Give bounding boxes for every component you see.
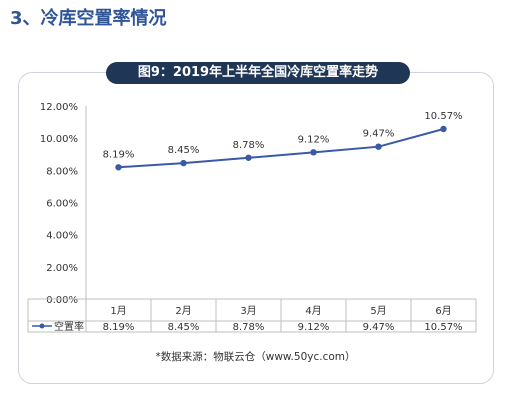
x-category-label: 1月 [110, 305, 126, 317]
legend-marker [39, 323, 45, 329]
y-tick-label: 0.00% [46, 295, 78, 306]
table-value: 9.47% [363, 322, 395, 333]
data-label: 10.57% [424, 111, 462, 122]
y-tick-label: 6.00% [46, 199, 78, 210]
data-point [180, 159, 187, 167]
legend-series-name: 空置率 [54, 320, 84, 333]
y-tick-label: 8.00% [46, 166, 78, 177]
data-point [245, 154, 252, 161]
x-category-label: 6月 [435, 305, 451, 317]
data-point [310, 149, 317, 156]
table-value: 8.19% [103, 322, 135, 333]
table-value: 10.57% [424, 322, 462, 333]
data-point [115, 164, 122, 171]
y-tick-label: 12.00% [40, 102, 78, 113]
series-line [118, 128, 444, 169]
data-label: 9.47% [363, 129, 395, 140]
data-label: 8.45% [168, 145, 200, 156]
table-value: 8.45% [168, 322, 200, 333]
x-category-label: 4月 [305, 305, 321, 317]
data-point [375, 143, 382, 150]
y-tick-label: 2.00% [46, 263, 78, 274]
table-value: 9.12% [298, 322, 330, 333]
table-value: 8.78% [233, 322, 265, 333]
x-category-label: 3月 [240, 305, 256, 317]
y-tick-label: 10.00% [40, 134, 78, 145]
data-label: 9.12% [298, 134, 330, 145]
x-category-label: 5月 [370, 305, 386, 317]
source-note: *数据来源：物联云仓（www.50yc.com） [155, 351, 356, 363]
section-title: 3、冷库空置率情况 [10, 8, 167, 29]
data-label: 8.78% [233, 140, 265, 151]
data-point [440, 125, 447, 133]
chart-title: 图9：2019年上半年全国冷库空置率走势 [106, 62, 410, 84]
y-tick-label: 4.00% [46, 231, 78, 242]
data-label: 8.19% [103, 149, 135, 160]
x-category-label: 2月 [175, 305, 191, 317]
